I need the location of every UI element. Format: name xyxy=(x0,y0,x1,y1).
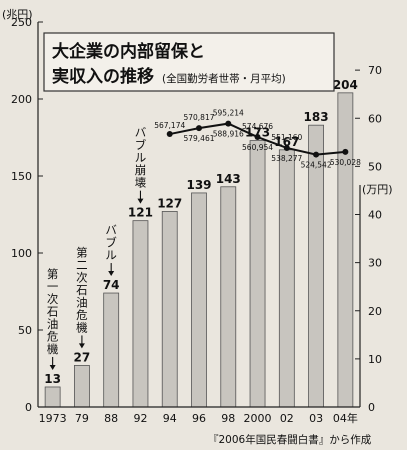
income-point xyxy=(166,131,173,138)
bar-96 xyxy=(191,192,207,408)
x-tick-label: 92 xyxy=(133,412,147,425)
income-label-below: 524,542 xyxy=(301,161,332,170)
bar-value-label: 173 xyxy=(245,126,270,140)
right-tick-label: 30 xyxy=(368,257,382,270)
annotation-text: 第二次石油危機 xyxy=(76,245,88,334)
annotation-arrowhead xyxy=(108,271,115,277)
annotations: 第一次石油危機 第二次石油危機 バブル バブル崩壊 xyxy=(47,126,147,370)
x-tick-label: 96 xyxy=(192,412,206,425)
income-point xyxy=(254,134,261,141)
bar-value-label: 27 xyxy=(74,350,91,364)
income-label-below: 579,461 xyxy=(183,134,214,143)
right-axis-unit: (万円) xyxy=(362,183,393,196)
bar-value-label: 204 xyxy=(333,78,358,92)
right-tick-label: 40 xyxy=(368,209,382,222)
income-label-below: 538,277 xyxy=(271,154,302,163)
income-label-above: 574,676 xyxy=(242,122,273,131)
tick-labels: 0 50 100 150 200 250 0 10 20 30 40 50 60 70 1973 79 88 92… xyxy=(11,16,382,425)
right-tick-label: 0 xyxy=(368,401,375,414)
bar-02 xyxy=(278,149,295,408)
bar-value-label: 183 xyxy=(304,110,329,124)
bar-79 xyxy=(74,365,90,408)
bar-92 xyxy=(132,220,149,408)
x-tick-label: 03 xyxy=(309,412,323,425)
right-tick-label: 70 xyxy=(368,64,382,77)
bar-value-label: 127 xyxy=(157,196,182,210)
income-point xyxy=(342,148,349,155)
annotation-text: バブル崩壊 xyxy=(135,126,147,190)
income-label-below: 560,954 xyxy=(242,143,273,152)
bar-98 xyxy=(220,186,237,408)
x-tick-label: 02 xyxy=(280,412,294,425)
x-tick-label: 98 xyxy=(221,412,235,425)
income-label-above: 570,817 xyxy=(183,113,214,122)
annotation-arrowhead xyxy=(137,198,144,204)
chart-subtitle: (全国勤労者世帯・月平均) xyxy=(162,72,286,85)
left-tick-label: 0 xyxy=(25,401,32,414)
source-note: 『2006年国民春闘白書』から作成 xyxy=(208,433,372,446)
income-label-above: 551,160 xyxy=(271,133,302,142)
chart-title-line1: 大企業の内部留保と xyxy=(52,41,205,62)
bars xyxy=(44,92,354,408)
bar-1973 xyxy=(44,386,61,408)
x-tick-label: 88 xyxy=(104,412,118,425)
x-tick-label: 79 xyxy=(75,412,89,425)
chart-title-line2: 実収入の推移 xyxy=(52,66,154,87)
annotation-arrowhead xyxy=(49,364,56,370)
income-label-below: 588,916 xyxy=(213,130,244,139)
left-tick-label: 200 xyxy=(11,93,32,106)
bar-88 xyxy=(103,292,120,408)
annotation-arrowhead xyxy=(78,343,85,349)
right-tick-label: 20 xyxy=(368,305,382,318)
income-point xyxy=(225,120,232,127)
left-tick-label: 150 xyxy=(11,170,32,183)
x-tick-label: 04年 xyxy=(333,411,358,425)
bar-value-label: 139 xyxy=(186,178,211,192)
annotation-text: バブル xyxy=(105,223,117,262)
income-label-above: 595,214 xyxy=(213,109,244,118)
income-point xyxy=(196,125,202,132)
income-point xyxy=(283,144,290,151)
income-label-below: 530,028 xyxy=(330,158,361,167)
axes xyxy=(37,22,361,408)
right-tick-label: 50 xyxy=(368,160,382,173)
income-point xyxy=(313,151,320,158)
x-tick-label: 1973 xyxy=(39,412,67,425)
x-tick-label: 94 xyxy=(163,412,177,425)
bar-value-label: 121 xyxy=(128,206,153,220)
title-box xyxy=(43,32,335,92)
left-axis-unit: (兆円) xyxy=(2,8,33,21)
left-tick-label: 50 xyxy=(18,324,32,337)
bar-value-label: 143 xyxy=(216,172,241,186)
income-label-below: 567,174 xyxy=(154,121,185,130)
left-tick-label: 100 xyxy=(11,247,32,260)
left-tick-label: 250 xyxy=(11,16,32,29)
x-tick-label: 2000 xyxy=(244,412,272,425)
annotation-text: 第一次石油危機 xyxy=(47,267,59,356)
bar-04年 xyxy=(337,92,354,408)
bar-value-label: 13 xyxy=(44,372,61,386)
bar-value-label: 74 xyxy=(103,278,120,292)
right-tick-label: 10 xyxy=(368,353,382,366)
bar-94 xyxy=(161,211,178,408)
right-tick-label: 60 xyxy=(368,112,382,125)
bar-2000 xyxy=(249,140,266,408)
